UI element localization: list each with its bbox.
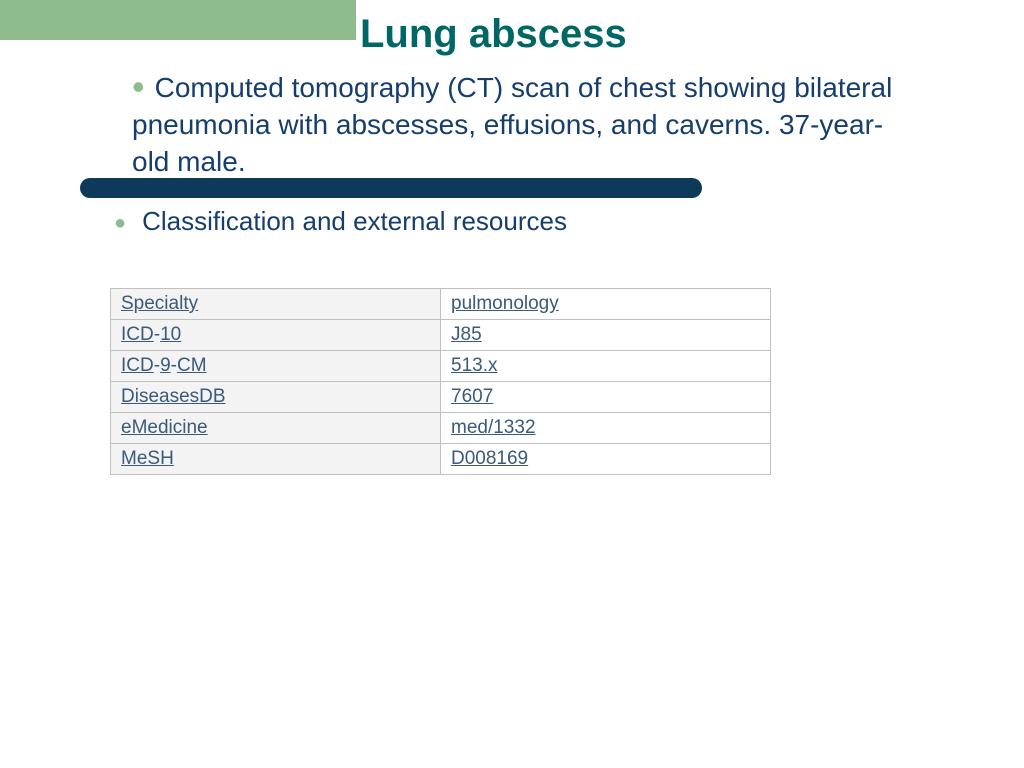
divider-bar <box>80 178 702 198</box>
table-value-text[interactable]: 7607 <box>451 386 493 407</box>
bullet-dot-icon: • <box>132 66 145 107</box>
table-key-text[interactable]: 9 <box>160 355 171 376</box>
accent-bar <box>0 0 356 40</box>
table-key-text[interactable]: ICD <box>121 324 154 345</box>
bullet-secondary: ● Classification and external resources <box>114 206 567 237</box>
table-row: ICD-10 J85 <box>111 320 771 351</box>
table-value-text[interactable]: J85 <box>451 324 482 345</box>
table-key-cell: eMedicine <box>111 413 441 444</box>
classification-table: Specialty pulmonology ICD-10 J85 ICD-9-CM 513… <box>110 288 771 475</box>
table-value-cell: 513.x <box>441 351 771 382</box>
table-value-cell: D008169 <box>441 444 771 475</box>
table-row: DiseasesDB 7607 <box>111 382 771 413</box>
table-value-text[interactable]: 513.x <box>451 355 497 376</box>
bullet-primary: •Computed tomography (CT) scan of chest … <box>132 68 912 179</box>
slide: Lung abscess •Computed tomography (CT) s… <box>0 0 1024 768</box>
table-key-cell: MeSH <box>111 444 441 475</box>
table-row: ICD-9-CM 513.x <box>111 351 771 382</box>
table-key-text[interactable]: MeSH <box>121 448 174 469</box>
table-key-text[interactable]: DiseasesDB <box>121 386 226 407</box>
table-key-cell: ICD-9-CM <box>111 351 441 382</box>
table-value-cell: 7607 <box>441 382 771 413</box>
table-row: MeSH D008169 <box>111 444 771 475</box>
bullet-primary-text: Computed tomography (CT) scan of chest s… <box>132 72 892 177</box>
table-body: Specialty pulmonology ICD-10 J85 ICD-9-CM 513… <box>111 289 771 475</box>
table-key-text[interactable]: CM <box>177 355 207 376</box>
table-key-cell: DiseasesDB <box>111 382 441 413</box>
table-value-cell: J85 <box>441 320 771 351</box>
table-key-text[interactable]: Specialty <box>121 293 198 314</box>
table-row: Specialty pulmonology <box>111 289 771 320</box>
table-value-text[interactable]: D008169 <box>451 448 528 469</box>
table-value-text[interactable]: med/1332 <box>451 417 536 438</box>
bullet-secondary-text: Classification and external resources <box>142 206 567 236</box>
bullet-dot-icon: ● <box>114 212 126 234</box>
table-key-text[interactable]: ICD <box>121 355 154 376</box>
table-row: eMedicine med/1332 <box>111 413 771 444</box>
table-key-cell: Specialty <box>111 289 441 320</box>
table-key-text[interactable]: eMedicine <box>121 417 208 438</box>
page-title: Lung abscess <box>360 12 627 57</box>
table-value-cell: pulmonology <box>441 289 771 320</box>
table-key-text[interactable]: 10 <box>160 324 181 345</box>
table-key-cell: ICD-10 <box>111 320 441 351</box>
table-value-cell: med/1332 <box>441 413 771 444</box>
table-value-text[interactable]: pulmonology <box>451 293 559 314</box>
